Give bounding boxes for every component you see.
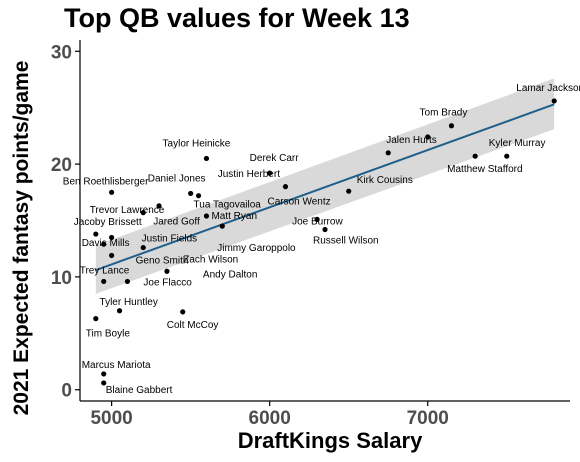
point-label: Zach Wilson xyxy=(183,255,238,266)
point-label: Kyler Murray xyxy=(489,138,546,149)
point-label: Marcus Mariota xyxy=(82,360,151,371)
point-label: Justin Herbert xyxy=(218,169,280,180)
data-point xyxy=(124,278,131,285)
confidence-band xyxy=(95,78,555,294)
point-label: Kirk Cousins xyxy=(357,175,413,186)
point-label: Daniel Jones xyxy=(148,173,206,184)
data-point xyxy=(219,223,225,229)
point-label: Davis Mills xyxy=(82,238,130,249)
y-tick-label: 30 xyxy=(51,42,72,63)
data-point xyxy=(267,170,273,176)
y-tick-label: 0 xyxy=(61,381,72,402)
data-point xyxy=(109,189,115,195)
point-label: Blaine Gabbert xyxy=(106,385,173,396)
point-label: Colt McCoy xyxy=(167,320,219,331)
point-label: Jimmy Garoppolo xyxy=(217,243,296,254)
data-point xyxy=(188,190,194,197)
y-tick-label: 20 xyxy=(51,155,72,176)
data-point xyxy=(140,244,146,251)
point-label: Carson Wentz xyxy=(267,197,330,208)
chart-title: Top QB values for Week 13 xyxy=(64,3,410,33)
data-point xyxy=(314,216,320,222)
data-point xyxy=(101,380,107,386)
point-label: Trey Lance xyxy=(80,265,130,276)
point-label: Russell Wilson xyxy=(313,236,379,247)
data-point xyxy=(109,234,115,241)
point-label: Ben Roethlisberger xyxy=(63,176,149,187)
point-label: Matthew Stafford xyxy=(447,164,522,175)
data-point xyxy=(101,241,107,247)
point-label: Jacoby Brissett xyxy=(74,217,142,228)
data-point xyxy=(180,309,186,315)
point-label: Jared Goff xyxy=(153,217,200,228)
data-point xyxy=(195,193,202,199)
point-label: Tim Boyle xyxy=(86,329,131,340)
point-label: Tyler Huntley xyxy=(100,297,158,308)
data-point xyxy=(164,268,170,274)
data-point xyxy=(425,134,431,140)
point-label: Justin Fields xyxy=(142,233,198,244)
data-point xyxy=(203,155,210,162)
data-point xyxy=(116,308,123,314)
data-point xyxy=(472,153,478,159)
point-label: Derek Carr xyxy=(250,153,300,164)
point-label: Taylor Heinicke xyxy=(163,138,231,149)
x-axis-label: DraftKings Salary xyxy=(237,428,423,453)
data-point xyxy=(203,213,210,219)
data-point xyxy=(109,252,115,259)
data-point xyxy=(551,98,557,104)
point-label: Joe Flacco xyxy=(143,277,192,288)
point-label: Jalen Hurts xyxy=(386,135,437,146)
point-label: Joe Burrow xyxy=(292,216,343,227)
data-point xyxy=(140,210,146,216)
point-label: Geno Smith xyxy=(136,255,189,266)
data-point xyxy=(385,150,391,156)
data-point xyxy=(93,316,99,322)
x-tick-label: 6000 xyxy=(249,408,291,429)
point-label: Tom Brady xyxy=(420,108,468,119)
point-label: Trevor Lawrence xyxy=(90,205,165,216)
point-label: Andy Dalton xyxy=(203,269,257,280)
data-point xyxy=(504,153,510,159)
data-point xyxy=(93,231,99,237)
data-point xyxy=(101,278,107,285)
data-point xyxy=(448,123,455,129)
data-point xyxy=(156,203,162,209)
trend-line xyxy=(95,103,555,272)
point-label: Matt Ryan xyxy=(211,211,257,222)
data-point xyxy=(282,184,289,190)
x-tick-label: 5000 xyxy=(90,408,132,429)
data-point xyxy=(101,371,107,377)
x-tick-label: 7000 xyxy=(407,408,449,429)
point-label: Tua Tagovailoa xyxy=(194,200,262,211)
y-tick-label: 10 xyxy=(51,268,72,289)
point-label: Lamar Jackson xyxy=(516,83,580,94)
data-point xyxy=(322,226,328,233)
data-point xyxy=(346,188,352,194)
